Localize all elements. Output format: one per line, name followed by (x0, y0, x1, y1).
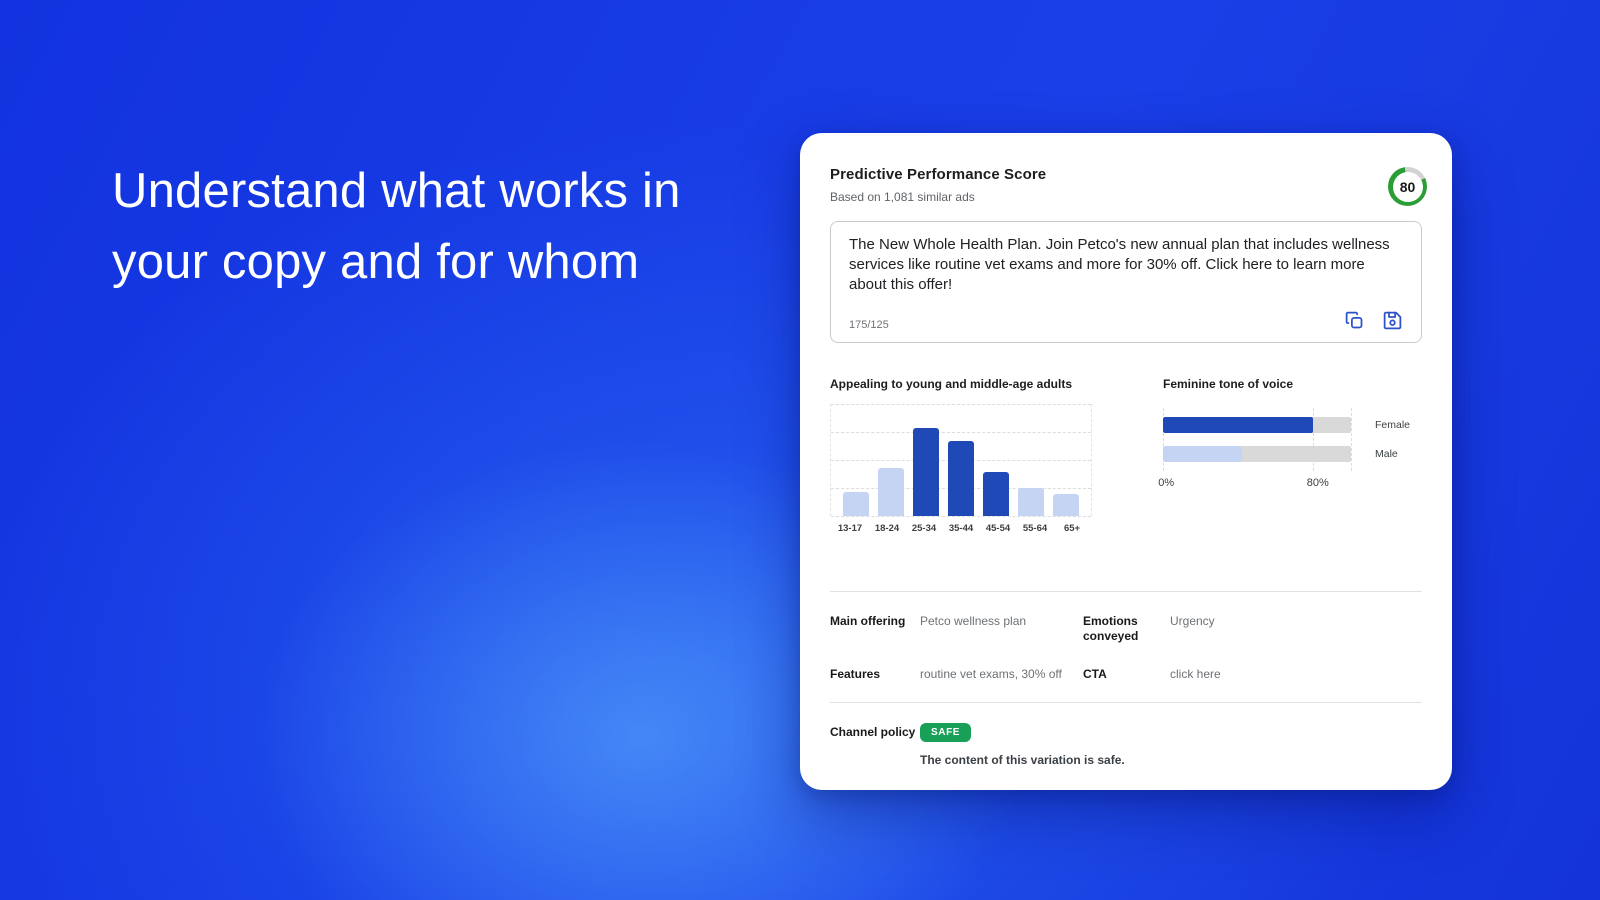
save-icon (1382, 311, 1403, 334)
channel-policy-message: The content of this variation is safe. (920, 753, 1125, 767)
detail-label-main-offering: Main offering (830, 614, 906, 628)
detail-value-emotions-conveyed: Urgency (1170, 614, 1215, 628)
age-label: 65+ (1063, 523, 1081, 534)
channel-policy-label: Channel policy (830, 725, 916, 739)
ad-copy-field[interactable]: The New Whole Health Plan. Join Petco's … (830, 221, 1422, 343)
detail-label-emotions-conveyed: Emotions conveyed (1083, 614, 1139, 643)
tone-track (1163, 446, 1351, 462)
score-ring: 80 (1388, 167, 1427, 206)
age-bar (983, 472, 1009, 516)
safe-status-badge: SAFE (920, 723, 972, 742)
age-label: 35-44 (948, 523, 974, 534)
detail-label-features: Features (830, 667, 881, 681)
charts-row: Appealing to young and middle-age adults… (830, 377, 1422, 534)
ad-copy-actions (1344, 310, 1403, 331)
score-value: 80 (1399, 178, 1416, 195)
card-header-text: Predictive Performance Score Based on 1,… (830, 166, 1046, 204)
detail-value-cta: click here (1170, 667, 1221, 681)
age-label: 18-24 (874, 523, 900, 534)
age-label: 13-17 (837, 523, 863, 534)
divider (830, 702, 1422, 703)
tone-fill (1163, 417, 1314, 433)
card-subtitle: Based on 1,081 similar ads (830, 190, 975, 204)
gridline (831, 404, 1091, 405)
age-label: 45-54 (985, 523, 1011, 534)
gridline (831, 516, 1091, 517)
tone-rows: Female Male (1163, 417, 1410, 462)
tone-fill (1163, 446, 1242, 462)
hero-headline: Understand what works in your copy and f… (112, 156, 681, 298)
gridline (831, 432, 1091, 433)
card-header: Predictive Performance Score Based on 1,… (830, 166, 1427, 206)
tone-category-label: Female (1375, 419, 1411, 431)
tone-of-voice-chart-title: Feminine tone of voice (1163, 377, 1294, 391)
card-title: Predictive Performance Score (830, 166, 1047, 183)
ad-copy-footer: 175/125 (849, 310, 1403, 331)
tone-row: Male (1163, 446, 1398, 462)
detail-value-main-offering: Petco wellness plan (920, 614, 1027, 628)
age-bar (913, 427, 939, 516)
age-appeal-chart-title: Appealing to young and middle-age adults (830, 377, 1073, 391)
detail-value-features: routine vet exams, 30% off (920, 667, 1062, 681)
age-label: 25-34 (911, 523, 937, 534)
age-bar (1018, 488, 1044, 516)
performance-card: Predictive Performance Score Based on 1,… (800, 133, 1452, 790)
tone-row: Female (1163, 417, 1410, 433)
copy-icon (1344, 311, 1365, 334)
channel-policy-content: SAFE The content of this variation is sa… (920, 722, 1125, 767)
age-label: 55-64 (1022, 523, 1048, 534)
age-bar (948, 440, 974, 516)
tone-track (1163, 417, 1351, 433)
channel-policy-row: Channel policy SAFE The content of this … (830, 703, 1422, 767)
age-labels: 13-17 18-24 25-34 35-44 45-54 55-64 65+ (830, 523, 1092, 534)
tone-of-voice-chart: Feminine tone of voice Female Male 0% 80% (1158, 377, 1410, 534)
tone-gridlines (1163, 408, 1352, 471)
char-counter: 175/125 (849, 319, 889, 331)
divider (830, 591, 1422, 592)
save-button[interactable] (1382, 310, 1403, 331)
age-appeal-chart: Appealing to young and middle-age adults… (830, 377, 1092, 534)
age-bar (843, 492, 869, 516)
tone-gridline (1163, 408, 1164, 471)
tone-category-label: Male (1375, 448, 1398, 460)
score-ring-inner (1392, 171, 1423, 202)
age-appeal-plot (830, 404, 1092, 517)
tone-gridline (1313, 408, 1315, 471)
tone-of-voice-plot: Female Male (1163, 408, 1410, 471)
hero-headline-line2: your copy and for whom (112, 235, 640, 289)
hero-headline-line1: Understand what works in (112, 164, 681, 218)
ad-copy-text[interactable]: The New Whole Health Plan. Join Petco's … (849, 236, 1390, 293)
detail-label-cta: CTA (1083, 667, 1107, 681)
copy-button[interactable] (1344, 310, 1365, 331)
age-bar (1053, 493, 1079, 516)
tick-label: 80% (1306, 477, 1329, 489)
tone-gridline (1351, 408, 1352, 471)
tick-label: 0% (1158, 477, 1175, 489)
details-grid: Main offering Petco wellness plan Emotio… (830, 592, 1422, 682)
tone-axis: 0% 80% (1158, 477, 1351, 491)
age-bar (878, 467, 904, 516)
